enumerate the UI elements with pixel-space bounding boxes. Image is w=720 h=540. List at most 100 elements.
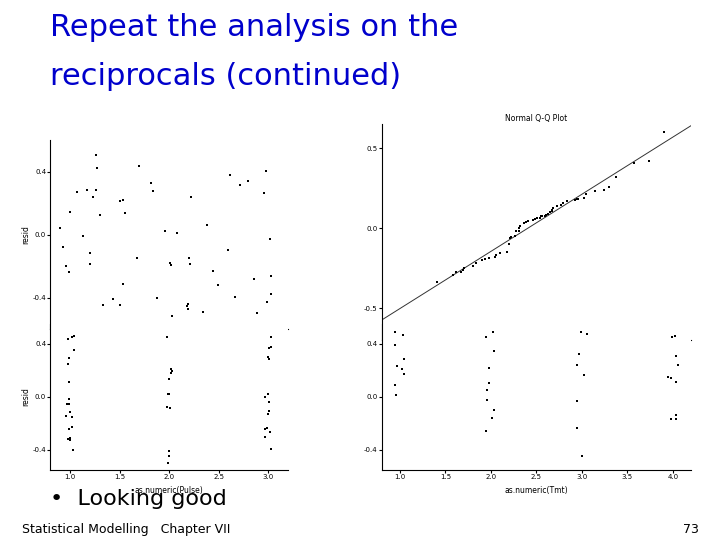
Text: Statistical Modelling   Chapter VII: Statistical Modelling Chapter VII — [22, 523, 230, 536]
Point — [266, 333, 277, 341]
Point — [490, 251, 502, 259]
Point — [483, 379, 495, 388]
Point — [544, 207, 555, 216]
Point — [603, 183, 615, 192]
Point — [670, 378, 682, 387]
X-axis label: n: n — [167, 345, 171, 354]
Point — [60, 411, 72, 420]
Point — [396, 364, 408, 373]
Point — [501, 248, 513, 256]
Point — [489, 253, 500, 261]
Point — [242, 177, 253, 185]
Point — [503, 240, 515, 248]
Title: Normal Q-Q Plot: Normal Q-Q Plot — [505, 114, 567, 124]
Text: Repeat the analysis on the: Repeat the analysis on the — [50, 14, 459, 43]
Point — [531, 214, 542, 223]
Point — [65, 433, 76, 442]
Point — [495, 249, 506, 258]
Point — [390, 381, 401, 389]
Point — [482, 395, 493, 404]
Point — [265, 289, 276, 298]
Point — [117, 195, 129, 204]
Point — [248, 275, 260, 284]
Point — [263, 409, 274, 418]
Point — [133, 161, 145, 170]
Point — [552, 202, 563, 211]
Point — [165, 404, 176, 413]
Point — [212, 280, 224, 289]
Point — [202, 220, 213, 229]
Point — [459, 264, 470, 273]
Point — [658, 128, 670, 137]
Point — [578, 370, 590, 379]
Point — [184, 259, 196, 268]
Point — [64, 408, 76, 416]
Point — [529, 215, 541, 224]
Point — [97, 300, 109, 309]
Point — [63, 354, 74, 363]
Point — [58, 242, 69, 251]
Point — [55, 224, 66, 232]
Point — [576, 452, 588, 461]
Point — [63, 335, 74, 343]
Point — [264, 344, 275, 353]
Point — [390, 341, 401, 349]
Point — [186, 193, 197, 202]
Point — [571, 396, 582, 405]
Point — [670, 352, 682, 360]
Point — [431, 277, 443, 286]
Point — [262, 390, 274, 399]
Point — [63, 435, 74, 444]
Point — [131, 254, 143, 262]
Point — [263, 353, 274, 362]
Point — [527, 215, 539, 224]
Point — [229, 293, 240, 301]
Point — [117, 280, 129, 288]
Point — [536, 212, 547, 220]
Point — [397, 330, 409, 339]
Point — [166, 312, 178, 320]
Text: reciprocals (continued): reciprocals (continued) — [50, 62, 402, 91]
Point — [88, 193, 99, 201]
Point — [561, 197, 572, 205]
Point — [540, 211, 552, 220]
Point — [263, 355, 274, 363]
Point — [670, 415, 681, 423]
Point — [261, 298, 272, 307]
Point — [71, 188, 83, 197]
Point — [399, 355, 410, 363]
Point — [165, 365, 176, 374]
Point — [398, 370, 410, 379]
Point — [197, 307, 208, 316]
Point — [163, 458, 174, 467]
Point — [548, 204, 559, 213]
Point — [107, 295, 119, 303]
Point — [251, 308, 263, 317]
Point — [60, 261, 72, 270]
Point — [480, 255, 491, 264]
Point — [529, 215, 541, 224]
Point — [91, 186, 102, 194]
Point — [518, 219, 530, 227]
Point — [182, 300, 194, 308]
Point — [114, 197, 126, 205]
Point — [66, 422, 78, 431]
Y-axis label: resid: resid — [21, 388, 30, 406]
Point — [476, 255, 487, 264]
Point — [575, 328, 587, 336]
Point — [258, 188, 270, 197]
Point — [84, 259, 96, 268]
Point — [265, 444, 276, 453]
Point — [546, 206, 558, 214]
Point — [534, 213, 545, 222]
Point — [264, 398, 275, 407]
Point — [570, 196, 581, 205]
Point — [151, 294, 163, 302]
Point — [590, 187, 601, 195]
Point — [505, 233, 516, 242]
Point — [63, 400, 75, 408]
Point — [181, 302, 193, 310]
Point — [557, 199, 569, 207]
Point — [68, 332, 79, 341]
Point — [64, 436, 76, 444]
